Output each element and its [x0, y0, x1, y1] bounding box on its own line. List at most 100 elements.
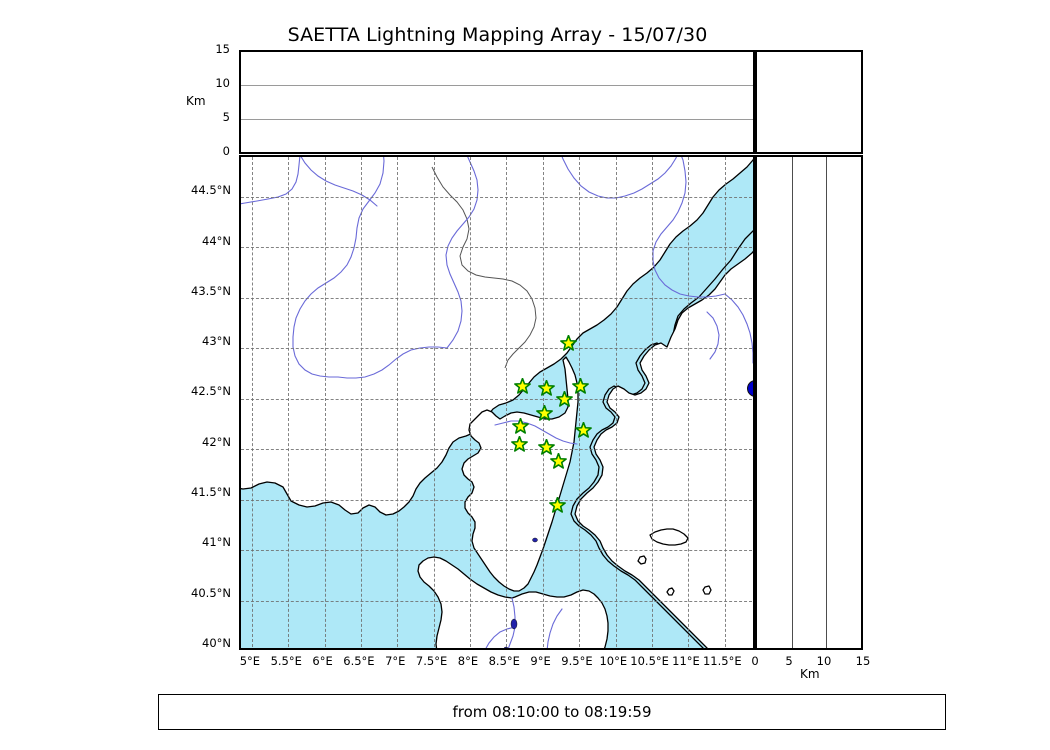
- right-panel-xtick-10: 10: [816, 654, 832, 668]
- river-rhone: [292, 157, 385, 378]
- map-xtick-7.5: 7.5°E: [415, 654, 448, 668]
- map-geography: [241, 157, 753, 648]
- top-panel-ytick-10: 10: [215, 76, 230, 90]
- map-xtick-6: 6°E: [312, 654, 333, 668]
- land-france: [241, 157, 753, 516]
- river-sardinia-3: [546, 608, 563, 648]
- map-xtick-11: 11°E: [672, 654, 700, 668]
- lma-station-marker[interactable]: [574, 421, 592, 439]
- map-gridline-lon-6.5: [361, 157, 362, 648]
- map-xtick-5: 5°E: [239, 654, 261, 668]
- river-italy-inland: [706, 311, 720, 360]
- land-capraia: [637, 555, 647, 565]
- map-gridline-lat-40.5: [241, 601, 753, 602]
- coastline-mainland: [570, 230, 753, 648]
- map-gridline-lat-42.5: [241, 399, 753, 400]
- map-ytick-41: 41°N: [202, 535, 231, 550]
- time-range-caption-box: from 08:10:00 to 08:19:59: [158, 694, 946, 730]
- river-north-1: [241, 157, 301, 205]
- lake-italy-1: [532, 537, 538, 543]
- map-gridline-lat-44: [241, 247, 753, 248]
- map-gridline-lat-42: [241, 449, 753, 450]
- lma-station-marker[interactable]: [538, 379, 556, 397]
- page-title: SAETTA Lightning Mapping Array - 15/07/3…: [287, 24, 708, 46]
- map-xtick-6.5: 6.5°E: [343, 654, 375, 668]
- map-gridline-lat-43: [241, 348, 753, 349]
- border-france-italy: [431, 166, 537, 369]
- map-gridline-lon-10: [616, 157, 617, 648]
- altitude-longitude-panel: [239, 50, 755, 154]
- right-panel-xtick-0: 0: [751, 654, 759, 668]
- river-north-2: [300, 157, 378, 207]
- map-gridline-lon-5: [252, 157, 253, 648]
- map-ytick-44: 44°N: [202, 233, 231, 248]
- lma-station-marker[interactable]: [512, 417, 530, 435]
- map-xtick-7: 7°E: [385, 654, 406, 668]
- map-gridline-lon-6: [325, 157, 326, 648]
- top-panel-ytick-5: 5: [222, 110, 230, 124]
- map-ytick-40: 40°N: [202, 635, 231, 650]
- lma-station-marker[interactable]: [537, 438, 555, 456]
- map-ytick-41.5: 41.5°N: [191, 485, 231, 500]
- map-ytick-40.5: 40.5°N: [191, 585, 231, 600]
- latitude-altitude-panel: [755, 155, 863, 650]
- river-durance: [337, 346, 448, 379]
- right-panel-xlabel: Km: [800, 667, 820, 681]
- land-elba: [649, 528, 689, 546]
- land-montecristo: [666, 587, 675, 596]
- map-ytick-42: 42°N: [202, 434, 231, 449]
- right-panel-gridline-5: [791, 157, 793, 648]
- map-plan-view-panel[interactable]: [239, 155, 755, 650]
- lma-station-marker[interactable]: [550, 453, 568, 470]
- map-gridline-lon-10.5: [652, 157, 653, 648]
- corner-panel: [755, 50, 863, 154]
- map-xtick-11.5: 11.5°E: [702, 654, 742, 668]
- top-panel-gridline-5: [241, 118, 753, 120]
- map-gridline-lat-44.5: [241, 197, 753, 198]
- river-sardinia-2: [485, 626, 516, 648]
- map-gridline-lon-11: [688, 157, 689, 648]
- map-ytick-43: 43°N: [202, 334, 231, 349]
- map-xtick-9: 9°E: [530, 654, 551, 668]
- right-panel-gridline-10: [826, 157, 828, 648]
- map-xtick-10.5: 10.5°E: [630, 654, 669, 668]
- top-panel-ytick-0: 0: [222, 144, 230, 158]
- lma-station-marker[interactable]: [549, 496, 567, 514]
- map-gridline-lat-41: [241, 550, 753, 551]
- lma-station-marker[interactable]: [536, 404, 554, 422]
- lma-station-marker[interactable]: [510, 435, 528, 453]
- map-gridline-lon-5.5: [288, 157, 289, 648]
- map-xtick-8: 8°E: [457, 654, 479, 668]
- river-tiber: [724, 293, 753, 364]
- map-xtick-5.5: 5.5°E: [270, 654, 302, 668]
- map-gridline-lon-9: [543, 157, 544, 648]
- lma-station-marker[interactable]: [513, 377, 531, 395]
- top-panel-gridline-10: [241, 85, 753, 87]
- map-xtick-10: 10°E: [599, 654, 628, 668]
- map-gridline-lat-43.5: [241, 298, 753, 299]
- map-ytick-44.5: 44.5°N: [191, 183, 231, 198]
- land-corsica: [461, 356, 579, 592]
- time-range-caption: from 08:10:00 to 08:19:59: [452, 703, 652, 721]
- river-arno: [652, 157, 726, 298]
- map-gridline-lon-7: [397, 157, 398, 648]
- land-giglio: [702, 585, 712, 595]
- top-panel-ylabel: Km: [186, 94, 206, 108]
- map-gridline-lon-9.5: [579, 157, 580, 648]
- lma-station-marker[interactable]: [555, 390, 573, 408]
- river-var: [445, 157, 479, 349]
- map-gridline-lat-41.5: [241, 500, 753, 501]
- map-gridline-lon-11.5: [725, 157, 726, 648]
- map-gridline-lon-8: [470, 157, 471, 648]
- river-corsica-golo: [494, 420, 578, 445]
- lma-station-marker[interactable]: [571, 377, 589, 395]
- map-gridline-lon-8.5: [506, 157, 507, 648]
- top-panel-ytick-15: 15: [215, 42, 230, 56]
- map-ytick-43.5: 43.5°N: [191, 283, 231, 298]
- map-gridline-lon-7.5: [434, 157, 435, 648]
- right-panel-xtick-15: 15: [855, 654, 871, 668]
- map-ytick-42.5: 42.5°N: [191, 384, 231, 399]
- lma-station-marker[interactable]: [559, 334, 577, 352]
- map-xtick-8.5: 8.5°E: [488, 654, 520, 668]
